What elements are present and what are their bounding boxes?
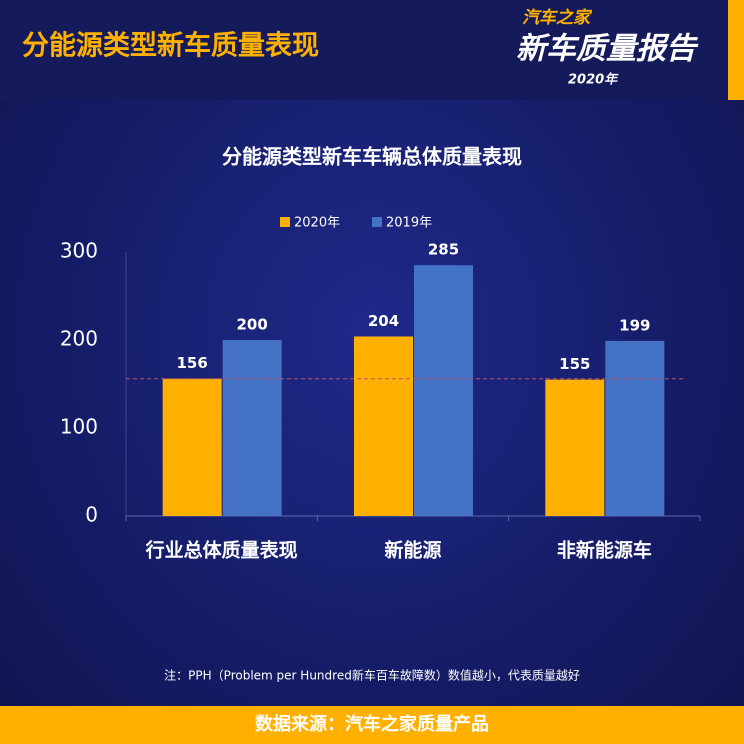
footer-band — [0, 706, 744, 744]
legend-label: 2019年 — [386, 216, 432, 231]
footer-source: 数据来源：汽车之家质量产品 — [255, 713, 489, 735]
chart-title: 分能源类型新车车辆总体质量表现 — [222, 145, 522, 169]
y-tick-label: 0 — [85, 503, 98, 527]
x-tick-label: 新能源 — [384, 539, 441, 562]
y-tick-label: 100 — [60, 415, 98, 439]
bar — [354, 336, 413, 516]
header-accent — [728, 0, 744, 100]
value-label: 285 — [428, 241, 459, 259]
value-label: 200 — [237, 316, 268, 334]
x-tick-label: 行业总体质量表现 — [145, 539, 298, 562]
bar — [414, 265, 473, 516]
legend-swatch — [372, 217, 382, 227]
legend-swatch — [280, 217, 290, 227]
page-title: 分能源类型新车质量表现 — [22, 30, 319, 62]
bar — [545, 379, 605, 516]
value-label: 199 — [619, 316, 650, 334]
logo-year: 2020年 — [568, 72, 619, 88]
bar — [162, 378, 222, 516]
value-label: 155 — [559, 355, 590, 373]
bar — [605, 340, 665, 516]
logo-main: 新车质量报告 — [516, 32, 699, 67]
header-band — [0, 0, 744, 100]
y-tick-label: 200 — [60, 327, 98, 351]
y-tick-label: 300 — [60, 239, 98, 263]
logo-top: 汽车之家 — [522, 8, 593, 28]
bar — [222, 340, 282, 516]
legend-label: 2020年 — [294, 216, 340, 231]
value-label: 204 — [368, 312, 399, 330]
value-label: 156 — [177, 354, 208, 372]
note: 注：PPH（Problem per Hundred新车百车故障数）数值越小，代表… — [164, 668, 580, 683]
x-tick-label: 非新能源车 — [557, 539, 652, 562]
